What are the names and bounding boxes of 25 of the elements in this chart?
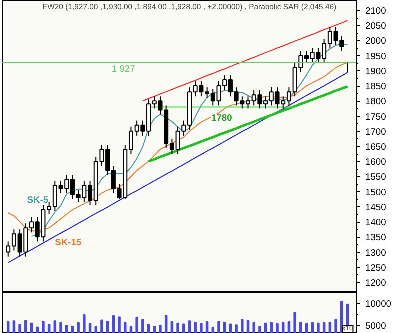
y-tick-label: 1550: [366, 172, 386, 182]
y-tick-label: 1200: [366, 278, 386, 288]
y-tick-label: 1250: [366, 262, 386, 273]
y-tick-label: 1650: [366, 142, 386, 152]
y-tick-label: 1600: [366, 157, 386, 168]
y-tick-label: 2100: [366, 6, 386, 16]
y-tick-label: 1800: [366, 96, 386, 107]
y-tick-label: 10000: [366, 299, 392, 310]
series-label: SK-15: [55, 238, 82, 248]
y-tick-label: 1850: [366, 82, 386, 92]
y-tick-label: 1700: [366, 126, 386, 137]
y-tick-label: 5000: [366, 321, 386, 332]
series-label: SK-5: [27, 194, 49, 205]
y-tick-label: 1300: [366, 248, 386, 258]
y-tick-label: 1950: [366, 51, 386, 62]
y-tick-label: 2000: [366, 36, 386, 46]
y-tick-label: 1400: [366, 218, 386, 228]
y-tick-label: 1450: [366, 202, 386, 212]
y-tick-label: 1350: [366, 232, 386, 243]
y-tick-label: 1900: [366, 66, 386, 76]
y-tick-label: 2050: [366, 21, 386, 32]
ref-line-label: 1 927: [112, 64, 136, 74]
y-tick-label: 1500: [366, 187, 386, 198]
y-tick-label: 1750: [366, 112, 386, 122]
annotation: 1780: [212, 113, 232, 124]
